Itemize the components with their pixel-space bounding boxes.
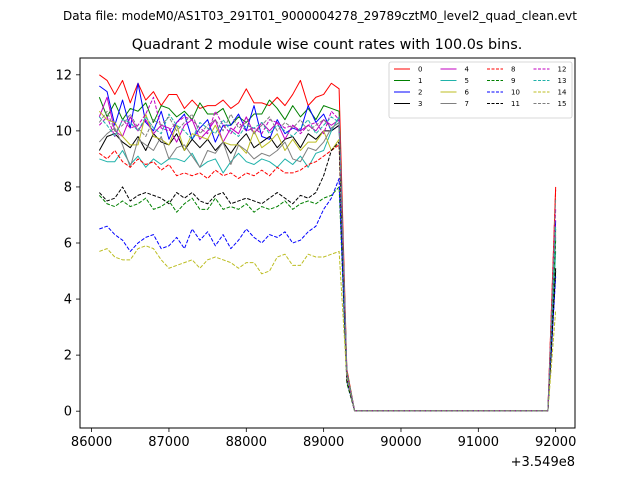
legend-label-5: 5 <box>465 77 469 85</box>
suptitle: Data file: modeM0/AS1T03_291T01_90000042… <box>63 9 577 23</box>
legend-label-7: 7 <box>465 100 469 108</box>
legend-label-2: 2 <box>418 89 422 97</box>
x-tick-label: 87000 <box>148 435 189 450</box>
legend-label-9: 9 <box>511 77 515 85</box>
y-tick-label: 0 <box>64 405 72 420</box>
legend-label-8: 8 <box>511 66 515 74</box>
series-layer <box>98 74 557 412</box>
y-tick-label: 12 <box>55 68 72 83</box>
y-tick-label: 4 <box>64 293 72 308</box>
legend-label-6: 6 <box>465 89 470 97</box>
series-line-8 <box>99 144 557 412</box>
x-tick-label: 92000 <box>535 435 576 450</box>
legend-label-12: 12 <box>558 66 567 74</box>
series-line-14 <box>99 245 557 412</box>
legend-label-11: 11 <box>511 100 520 108</box>
y-tick-label: 2 <box>64 349 72 364</box>
legend-label-13: 13 <box>558 77 567 85</box>
series-line-11 <box>98 141 557 412</box>
x-tick-label: 91000 <box>458 435 499 450</box>
x-axis: 86000 87000 88000 89000 90000 91000 92000 <box>71 428 576 450</box>
legend-label-10: 10 <box>511 89 520 97</box>
x-tick-label: 90000 <box>380 435 421 450</box>
y-axis: 0 2 4 6 8 10 12 <box>55 68 80 420</box>
legend-box <box>388 61 573 119</box>
legend-label-14: 14 <box>558 89 567 97</box>
legend-label-3: 3 <box>418 100 422 108</box>
y-tick-label: 10 <box>55 124 72 139</box>
x-tick-label: 88000 <box>226 435 267 450</box>
y-tick-label: 8 <box>64 180 72 195</box>
legend-label-1: 1 <box>418 77 422 85</box>
x-axis-offset-label: +3.549e8 <box>511 455 575 470</box>
legend-label-15: 15 <box>558 100 567 108</box>
y-tick-label: 6 <box>64 237 72 252</box>
series-line-15 <box>98 110 557 412</box>
x-tick-label: 89000 <box>303 435 344 450</box>
legend-label-0: 0 <box>418 66 422 74</box>
legend-label-4: 4 <box>465 66 470 74</box>
chart-title: Quadrant 2 module wise count rates with … <box>132 37 523 53</box>
x-tick-label: 86000 <box>71 435 112 450</box>
